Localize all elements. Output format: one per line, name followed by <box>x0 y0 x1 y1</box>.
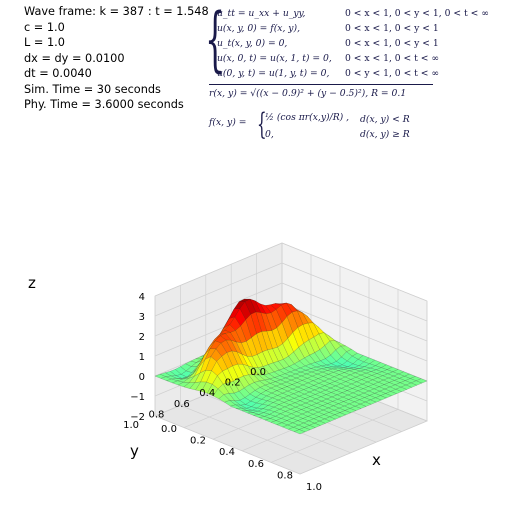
z-axis-label: z <box>28 274 36 292</box>
equation-row: u_tt = u_xx + u_yy, 0 < x < 1, 0 < y < 1,… <box>217 8 489 19</box>
surface-face <box>293 429 306 435</box>
info-line: Sim. Time = 30 seconds <box>24 82 161 96</box>
z-tick-label: 0 <box>139 372 145 383</box>
info-line: Wave frame: k = 387 : t = 1.548 <box>24 5 209 18</box>
z-tick-label: 4 <box>139 292 145 303</box>
equation-condition: 0 < x < 1, 0 < t < ∞ <box>345 53 440 64</box>
equation-lhs: u_t(x, y, 0) = 0, <box>217 38 288 49</box>
gridline-x-floor <box>270 409 399 463</box>
info-line: c = 1.0 <box>24 20 65 34</box>
equation-condition: 0 < x < 1, 0 < y < 1 <box>345 38 439 49</box>
system-brace: { <box>205 0 226 80</box>
f-brace: { <box>257 107 267 142</box>
f-condition-2: d(x, y) ≥ R <box>360 129 410 140</box>
z-tick-label: 2 <box>139 332 145 343</box>
y-tick-label: 0.6 <box>174 399 190 410</box>
equation-row: u(x, 0, t) = u(x, 1, t) = 0, 0 < x < 1, 0… <box>217 53 439 64</box>
equation-lhs: u_tt = u_xx + u_yy, <box>217 8 306 19</box>
equation-row: u_t(x, y, 0) = 0, 0 < x < 1, 0 < y < 1 <box>217 38 439 49</box>
gridline-z <box>281 262 428 322</box>
y-axis-label: y <box>130 442 139 460</box>
gridline-z <box>154 242 283 297</box>
equation-divider <box>209 84 433 85</box>
z-tick-label: 1 <box>139 352 145 363</box>
y-tick-label: 0.2 <box>225 378 241 389</box>
y-tick-label: 0.0 <box>250 367 266 378</box>
x-tick-label: 0.6 <box>248 459 264 470</box>
z-tick-label: −1 <box>130 392 145 403</box>
radius-equation: r(x, y) = √((x − 0.9)² + (y − 0.5)²), R … <box>209 88 407 99</box>
x-tick-label: 1.0 <box>306 482 322 493</box>
equation-lhs: u(0, y, t) = u(1, y, t) = 0, <box>217 68 330 79</box>
gridline-z <box>154 282 283 337</box>
y-tick-label: 1.0 <box>123 420 139 431</box>
equation-lhs: u(x, 0, t) = u(x, 1, t) = 0, <box>217 53 332 64</box>
y-tick-label: 0.4 <box>199 388 215 399</box>
gridline-z <box>281 242 428 302</box>
info-line: dt = 0.0040 <box>24 67 92 80</box>
y-tick-label: 0.8 <box>148 409 164 420</box>
f-case-2: 0, <box>265 129 274 140</box>
info-line: dx = dy = 0.0100 <box>24 51 125 65</box>
z-tick-label: 3 <box>139 312 145 323</box>
gridline-x-floor <box>299 420 428 475</box>
equation-condition: 0 < x < 1, 0 < y < 1, 0 < t < ∞ <box>345 8 489 19</box>
equation-condition: 0 < x < 1, 0 < y < 1 <box>345 23 439 34</box>
f-case-1: ½ (cos πr(x,y)/R) , <box>265 112 350 123</box>
equation-lhs: u(x, y, 0) = f(x, y), <box>217 23 301 34</box>
x-tick-label: 0.2 <box>190 436 206 447</box>
gridline-z <box>154 262 283 317</box>
x-tick-label: 0.0 <box>161 424 177 435</box>
equation-row: u(0, y, t) = u(1, y, t) = 0, 0 < y < 1, 0… <box>217 68 439 79</box>
surface-mesh <box>154 298 428 435</box>
equation-condition: 0 < y < 1, 0 < t < ∞ <box>345 68 440 79</box>
info-line: Phy. Time = 3.6000 seconds <box>24 98 184 111</box>
x-axis-label: x <box>372 451 381 469</box>
gridline-y-floor <box>154 415 301 475</box>
f-definition-lhs: f(x, y) = <box>209 117 247 128</box>
gridline-z <box>281 302 428 362</box>
gridline-y-floor <box>180 405 326 464</box>
x-tick-label: 0.8 <box>277 470 293 481</box>
info-panel: Wave frame: k = 387 : t = 1.548 c = 1.0 L … <box>24 4 209 113</box>
z-tick-label: −2 <box>130 412 145 423</box>
gridline-z <box>281 282 428 342</box>
axis-ticks: 0.00.20.40.60.81.00.00.20.40.60.81.0−2−1… <box>123 292 322 493</box>
info-line: L = 1.0 <box>24 36 65 49</box>
equation-row: u(x, y, 0) = f(x, y), 0 < x < 1, 0 < y < … <box>217 23 439 34</box>
x-tick-label: 0.4 <box>219 447 235 458</box>
f-condition-1: d(x, y) < R <box>360 114 410 125</box>
